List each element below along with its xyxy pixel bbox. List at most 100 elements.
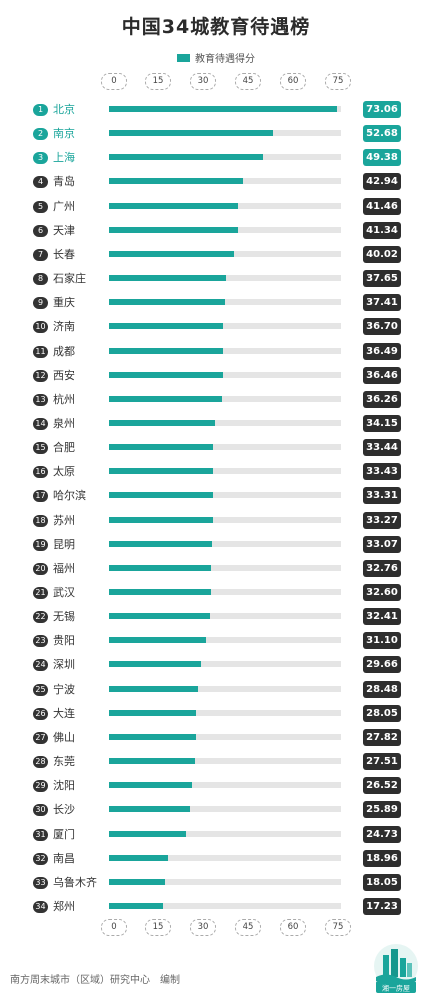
city-label: 长春 — [53, 247, 75, 261]
rank-badge: 7 — [33, 248, 48, 261]
value-label: 36.70 — [363, 318, 401, 336]
rank-badge: 12 — [33, 369, 48, 382]
value-label: 34.15 — [363, 414, 401, 432]
rank-badge: 31 — [33, 828, 48, 841]
city-label: 大连 — [53, 706, 75, 720]
bar-row: 22 无锡 32.41 — [0, 606, 432, 628]
x-tick-label: 0 — [101, 919, 127, 936]
bar-track — [109, 613, 341, 620]
bar-track — [109, 806, 341, 813]
bar — [109, 468, 214, 475]
city-label: 佛山 — [53, 730, 75, 744]
bar-track — [109, 589, 341, 595]
bar-track — [109, 758, 341, 765]
rank-badge: 18 — [33, 514, 48, 527]
svg-text:湘一房屋: 湘一房屋 — [382, 984, 410, 993]
value-label: 31.10 — [363, 632, 401, 650]
bar-track — [109, 226, 341, 233]
rank-badge: 28 — [33, 756, 48, 769]
rank-badge: 3 — [33, 152, 48, 165]
rank-badge: 30 — [33, 804, 48, 817]
bar — [109, 709, 197, 716]
bar-track — [109, 516, 341, 523]
bar — [109, 661, 202, 668]
chart-title: 中国34城教育待遇榜 — [121, 16, 311, 38]
rank-badge: 16 — [33, 466, 48, 479]
rank-badge: 25 — [33, 683, 48, 696]
value-label: 27.51 — [363, 753, 401, 771]
value-label: 32.41 — [363, 608, 401, 626]
city-label: 太原 — [53, 465, 75, 479]
city-label: 杭州 — [53, 392, 75, 406]
city-label: 无锡 — [53, 610, 75, 624]
value-label: 18.96 — [363, 849, 401, 867]
bar — [109, 782, 192, 789]
value-label: 24.73 — [363, 825, 401, 843]
bar-track — [109, 299, 341, 306]
bar — [109, 444, 214, 451]
x-tick-label: 15 — [145, 73, 171, 90]
city-label: 南昌 — [53, 851, 75, 865]
bar — [109, 613, 210, 620]
city-label: 北京 — [53, 103, 75, 116]
bar-row: 3 上海 49.38 — [0, 147, 432, 169]
bar — [109, 347, 223, 354]
bar-row: 16 太原 33.43 — [0, 461, 432, 483]
bar-track — [109, 395, 341, 402]
bar-row: 34 郑州 17.23 — [0, 896, 432, 918]
bar-track — [109, 878, 341, 885]
value-label: 29.66 — [363, 656, 401, 674]
city-label: 重庆 — [53, 296, 75, 310]
bar-row: 13 杭州 36.26 — [0, 389, 432, 411]
bar-track — [109, 178, 341, 185]
rank-badge: 4 — [33, 176, 48, 189]
rank-badge: 2 — [33, 128, 48, 141]
legend: 教育待遇得分 — [0, 50, 432, 65]
rank-badge: 22 — [33, 611, 48, 624]
bar — [109, 226, 238, 233]
city-label: 成都 — [53, 344, 75, 358]
x-axis-top: 0 15 30 45 60 75 — [0, 73, 432, 93]
value-label: 33.31 — [363, 487, 401, 505]
bar-row: 9 重庆 37.41 — [0, 292, 432, 314]
value-label: 33.43 — [363, 463, 401, 481]
bar-track — [109, 202, 341, 209]
rank-badge: 20 — [33, 562, 48, 575]
city-label: 厦门 — [53, 827, 75, 841]
x-tick-label: 60 — [280, 73, 306, 90]
city-label: 郑州 — [53, 899, 75, 913]
rank-badge: 11 — [33, 345, 48, 358]
city-label: 泉州 — [53, 416, 75, 430]
x-axis-bottom: 0 15 30 45 60 75 — [0, 919, 432, 939]
city-label: 深圳 — [53, 658, 75, 672]
city-label: 哈尔滨 — [53, 489, 86, 503]
bar — [109, 589, 211, 595]
value-label: 26.52 — [363, 777, 401, 795]
city-label: 东莞 — [53, 755, 75, 769]
rank-badge: 6 — [33, 224, 48, 237]
bar-row: 12 西安 36.46 — [0, 365, 432, 387]
bar — [109, 395, 222, 402]
bar-track — [109, 733, 341, 740]
city-label: 乌鲁木齐 — [53, 875, 97, 889]
bar — [109, 250, 234, 257]
bar-row: 27 佛山 27.82 — [0, 727, 432, 749]
bar-row: 32 南昌 18.96 — [0, 848, 432, 870]
rank-badge: 32 — [33, 852, 48, 865]
value-label: 37.65 — [363, 270, 401, 288]
value-label: 27.82 — [363, 728, 401, 746]
rank-badge: 1 — [33, 104, 48, 116]
bar-row: 2 南京 52.68 — [0, 123, 432, 145]
bar-track — [109, 830, 341, 837]
value-label: 73.06 — [363, 101, 401, 118]
bar-track — [109, 540, 341, 547]
bar-track — [109, 275, 341, 282]
bar-track — [109, 661, 341, 668]
value-label: 28.05 — [363, 704, 401, 722]
bar — [109, 830, 186, 837]
city-label: 贵阳 — [53, 634, 75, 648]
x-tick-label: 75 — [325, 919, 351, 936]
value-label: 41.34 — [363, 221, 401, 239]
city-label: 长沙 — [53, 803, 75, 817]
bar-row: 17 哈尔滨 33.31 — [0, 485, 432, 507]
